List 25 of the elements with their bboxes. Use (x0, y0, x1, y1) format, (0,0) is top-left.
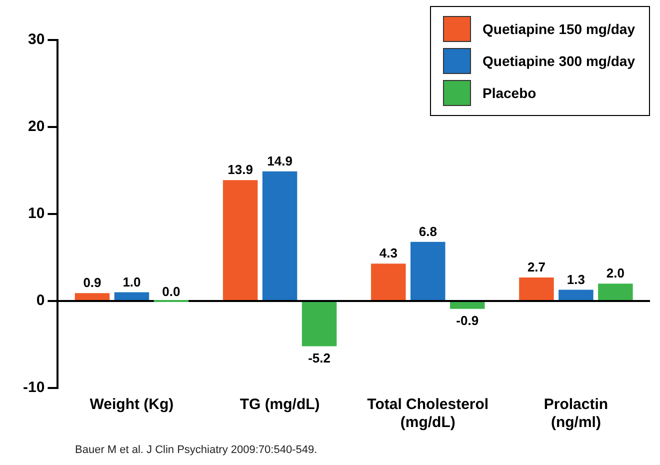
y-tick-label: -10 (22, 379, 45, 396)
data-label: 14.9 (267, 153, 292, 168)
legend-label: Placebo (482, 85, 536, 101)
text: Bauer M et al. J Clin Psychiatry 2009:70:540-549. (75, 444, 318, 456)
y-tick-label: 10 (28, 205, 45, 222)
data-label: 0.0 (162, 284, 180, 300)
x-tick-label: Weight (Kg) (90, 396, 174, 414)
x-tick-label: Total Cholesterol (mg/dL) (367, 396, 489, 432)
x-tick-label: TG (mg/dL) (240, 396, 320, 414)
data-label: 1.0 (122, 274, 141, 290)
data-label: -0.9 (456, 312, 479, 328)
data-label: 0.9 (83, 275, 102, 290)
legend-label: Quetiapine 300 mg/day (482, 53, 635, 69)
data-label: 13.9 (228, 162, 253, 178)
y-tick-label: 20 (28, 118, 45, 136)
legend-label: Quetiapine 150 mg/day (482, 21, 635, 37)
y-tick-label: 0 (36, 292, 45, 310)
data-label: -5.2 (308, 350, 330, 366)
data-label: 2.0 (606, 266, 624, 281)
x-tick-label: Prolactin (ng/ml) (544, 396, 608, 432)
y-tick-label: 30 (28, 31, 45, 48)
data-label: 2.7 (527, 260, 546, 275)
data-label: 6.8 (418, 224, 437, 239)
data-label: 1.3 (566, 272, 585, 287)
data-label: 4.3 (379, 246, 398, 261)
